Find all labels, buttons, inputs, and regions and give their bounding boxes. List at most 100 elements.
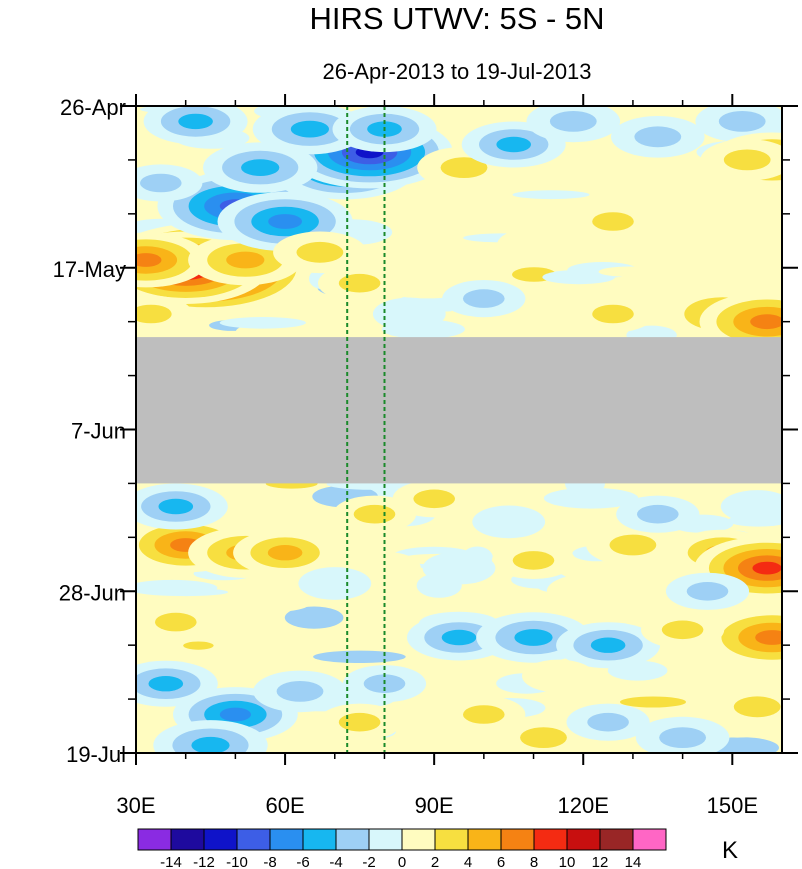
anomaly-contour	[463, 289, 505, 308]
y-tick-label: 28-Jun	[59, 580, 126, 605]
anomaly-contour	[413, 489, 456, 509]
colorbar-swatch	[401, 828, 436, 851]
anomaly-contour	[497, 228, 570, 261]
texture-patch	[542, 270, 615, 285]
texture-patch	[598, 266, 662, 277]
colorbar-label: -8	[263, 854, 276, 869]
anomaly-contour	[661, 620, 704, 640]
anomaly-contour	[592, 304, 634, 324]
colorbar-swatch	[236, 828, 271, 851]
colorbar-swatch	[599, 828, 634, 851]
colorbar-swatch	[434, 828, 469, 851]
colorbar-label: 14	[625, 854, 642, 869]
y-axis: 26-Apr 17-May 7-Jun 28-Jun 19-Jul	[53, 95, 798, 767]
colorbar-label: 4	[464, 854, 472, 869]
anomaly-contour	[646, 235, 719, 269]
colorbar-units: K	[722, 837, 738, 864]
anomaly-contour	[590, 637, 626, 653]
anomaly-contour	[496, 136, 531, 153]
anomaly-contour	[514, 629, 553, 646]
anomaly-contour	[659, 727, 706, 748]
colorbar-label: -10	[226, 854, 248, 869]
anomaly-contour	[723, 149, 771, 171]
anomaly-contour	[637, 504, 679, 524]
colorbar-label: -12	[193, 854, 215, 869]
anomaly-contour	[587, 712, 629, 732]
colorbar-label: -2	[362, 854, 375, 869]
texture-patch	[543, 487, 639, 509]
anomaly-contour	[267, 545, 303, 561]
colorbar-label: 0	[398, 854, 406, 869]
anomaly-contour	[546, 574, 620, 608]
anomaly-contour	[512, 551, 555, 570]
chart-title: HIRS UTWV: 5S - 5N	[309, 1, 604, 36]
anomaly-contour	[296, 241, 344, 263]
anomaly-contour	[148, 676, 184, 692]
anomaly-contour	[241, 159, 280, 177]
texture-patch	[687, 219, 777, 232]
x-tick-label: 150E	[707, 793, 758, 818]
anomaly-contour	[268, 214, 302, 229]
anomaly-contour	[441, 629, 477, 646]
texture-patch	[512, 190, 590, 200]
anomaly-contour	[158, 498, 194, 515]
y-tick-label: 26-Apr	[60, 95, 126, 120]
colorbar-swatch	[203, 828, 238, 851]
y-tick-label: 19-Jul	[66, 742, 126, 767]
colorbar-swatch	[533, 828, 568, 851]
anomaly-field	[136, 106, 782, 753]
x-tick-label: 60E	[265, 793, 304, 818]
reference-lines	[346, 106, 386, 753]
colorbar-swatch	[632, 828, 667, 851]
anomaly-contour	[422, 551, 496, 585]
anomaly-contour	[219, 707, 251, 722]
anomaly-contour	[549, 111, 597, 132]
texture-patch	[219, 317, 306, 329]
x-tick-label: 120E	[558, 793, 609, 818]
anomaly-contour	[718, 111, 766, 132]
anomaly-contour	[463, 705, 505, 724]
anomaly-contour	[686, 582, 729, 601]
anomaly-contour	[338, 273, 381, 293]
y-tick-label: 17-May	[53, 257, 126, 282]
colorbar-label: 6	[497, 854, 505, 869]
texture-patch	[136, 579, 218, 596]
anomaly-contour	[592, 212, 634, 231]
anomaly-contour	[752, 561, 782, 575]
texture-patch	[620, 696, 686, 708]
texture-patch	[710, 238, 782, 251]
missing-data-band	[136, 337, 782, 484]
anomaly-contour	[191, 736, 230, 753]
texture-patch	[612, 185, 649, 206]
anomaly-contour	[290, 120, 329, 138]
x-tick-label: 90E	[415, 793, 454, 818]
colorbar-swatch	[269, 828, 304, 851]
anomaly-contour	[634, 126, 682, 148]
anomaly-contour	[733, 696, 781, 718]
colorbar-label: 8	[530, 854, 538, 869]
chart-subtitle: 26-Apr-2013 to 19-Jul-2013	[322, 59, 591, 84]
anomaly-contour	[298, 567, 372, 600]
anomaly-contour	[440, 157, 488, 179]
anomaly-contour	[522, 659, 595, 693]
colorbar-swatch	[500, 828, 535, 851]
anomaly-contour	[472, 505, 546, 539]
colorbar-swatch	[566, 828, 601, 851]
texture-patch	[183, 641, 214, 650]
colorbar-label: -14	[160, 854, 182, 869]
texture-patch	[250, 590, 313, 612]
texture-patch	[313, 650, 406, 663]
anomaly-contour	[136, 304, 172, 324]
colorbar-swatch	[368, 828, 403, 851]
y-tick-label: 7-Jun	[71, 419, 126, 444]
colorbar-label: -4	[329, 854, 342, 869]
colorbar-swatch	[170, 828, 205, 851]
colorbar-label: 10	[559, 854, 576, 869]
anomaly-contour	[520, 727, 567, 748]
colorbar-swatch	[137, 828, 172, 851]
colorbar-swatch	[467, 828, 502, 851]
x-tick-label: 30E	[116, 793, 155, 818]
colorbar-label: 12	[592, 854, 609, 869]
anomaly-contour	[720, 490, 782, 523]
